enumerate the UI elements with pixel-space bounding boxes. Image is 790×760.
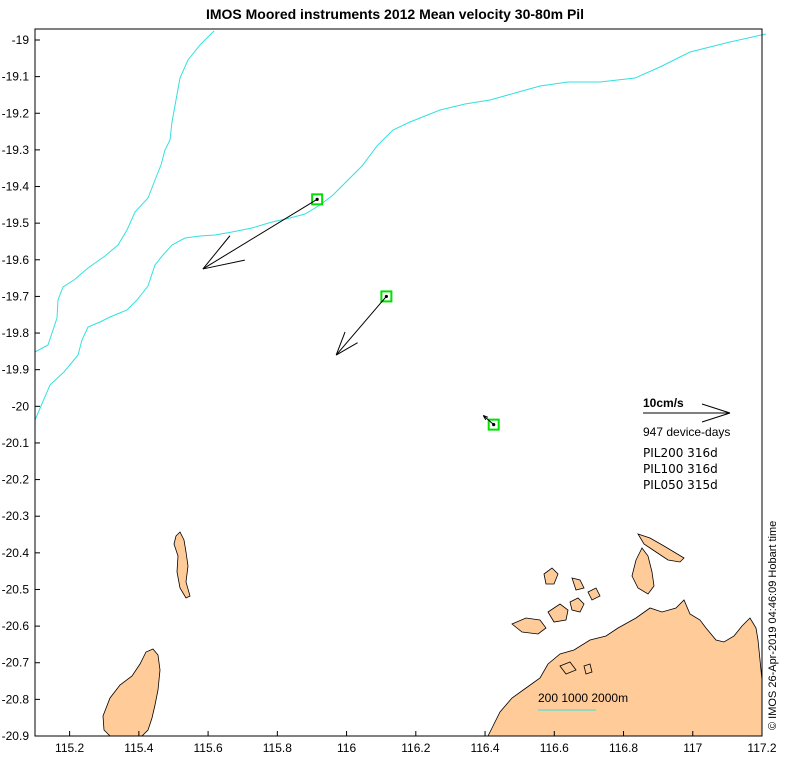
y-tick-label: -20.1: [2, 436, 30, 450]
y-tick-label: -19.5: [2, 216, 30, 230]
depth-legend-label: 200 1000 2000m: [538, 691, 628, 705]
x-tick-label: 116.8: [609, 741, 638, 755]
island-dampier-3: [569, 597, 585, 613]
scale-arrow-head-top: [701, 403, 731, 414]
y-tick-label: -19.9: [2, 363, 30, 377]
y-tick-label: -20.2: [2, 473, 30, 487]
island-barrow: [102, 648, 161, 737]
y-tick-label: -20.9: [2, 729, 30, 743]
isobath-200m: [34, 33, 767, 421]
island-dampier-6: [587, 587, 601, 601]
peninsula-east: [631, 547, 655, 595]
y-tick-label: -19.4: [2, 180, 30, 194]
y-tick-label: -20: [12, 399, 30, 413]
y-tick-label: -19.3: [2, 143, 30, 157]
velocity-arrow-head: [483, 415, 489, 418]
peninsula-spit: [637, 533, 685, 563]
x-axis: 115.2 115.4 115.6 115.8 116 116.2 116.4 116.6 11…: [55, 731, 777, 755]
y-axis: -19 -19.1 -19.2 -19.3 -19.4 -19.5 -19.6 -19.7 -1…: [2, 33, 40, 743]
y-tick-label: -19.8: [2, 326, 30, 340]
velocity-legend: 10cm/s 947 device-days PIL200 316d PIL10…: [643, 396, 730, 492]
velocity-arrow-head: [202, 259, 245, 270]
x-tick-label: 116.2: [401, 741, 430, 755]
plot-frame: [34, 28, 763, 737]
scale-label: 10cm/s: [643, 396, 684, 410]
velocity-arrow-head: [202, 235, 231, 270]
mooring-marker[interactable]: [487, 418, 500, 431]
island-dampier-5: [571, 577, 585, 591]
x-tick-label: 115.4: [124, 741, 153, 755]
y-tick-label: -19.6: [2, 253, 30, 267]
y-tick-label: -19.7: [2, 289, 30, 303]
y-tick-label: -20.6: [2, 619, 30, 633]
scale-arrow-head-bottom: [701, 412, 731, 423]
mooring-layer: [202, 193, 500, 431]
velocity-arrow-head: [482, 415, 487, 421]
velocity-arrow-head: [335, 342, 358, 356]
y-tick-label: -19.2: [2, 106, 30, 120]
velocity-arrow-head: [335, 331, 346, 356]
x-tick-label: 115.8: [263, 741, 292, 755]
timestamp: © IMOS 26-Apr-2019 04:46:09 Hobart time: [767, 521, 779, 730]
velocity-arrow: [202, 198, 318, 270]
y-tick-label: -19: [12, 33, 30, 47]
y-tick-label: -20.4: [2, 546, 30, 560]
map-title: IMOS Moored instruments 2012 Mean veloci…: [205, 6, 585, 22]
y-tick-label: -20.7: [2, 656, 30, 670]
island-small-2: [583, 663, 593, 675]
island-montebello: [173, 531, 191, 599]
mooring-marker[interactable]: [311, 193, 324, 206]
island-small-1: [559, 661, 577, 675]
isobath-1000m: [34, 30, 215, 353]
x-tick-label: 115.2: [55, 741, 84, 755]
x-tick-label: 116.4: [470, 741, 499, 755]
island-dampier-4: [543, 567, 559, 585]
instrument-item: PIL100 316d: [643, 462, 718, 476]
velocity-arrow: [335, 296, 387, 356]
island-dampier-2: [547, 603, 569, 623]
velocity-arrow: [482, 415, 495, 426]
island-dampier-1: [511, 617, 547, 635]
x-tick-label: 116: [337, 741, 356, 755]
x-tick-label: 117.2: [747, 741, 776, 755]
mooring-marker[interactable]: [380, 290, 393, 303]
isobath-layer: [34, 30, 767, 421]
y-tick-label: -20.8: [2, 692, 30, 706]
mainland-coast: [487, 599, 763, 737]
y-tick-label: -20.3: [2, 509, 30, 523]
land-layer: [102, 531, 763, 737]
x-tick-label: 116.6: [540, 741, 569, 755]
x-tick-label: 115.6: [194, 741, 223, 755]
instrument-item: PIL050 315d: [643, 478, 718, 492]
y-tick-label: -19.1: [2, 70, 30, 84]
device-days: 947 device-days: [643, 425, 730, 439]
y-tick-label: -20.5: [2, 582, 30, 596]
instrument-item: PIL200 316d: [643, 446, 718, 460]
x-tick-label: 117: [683, 741, 702, 755]
